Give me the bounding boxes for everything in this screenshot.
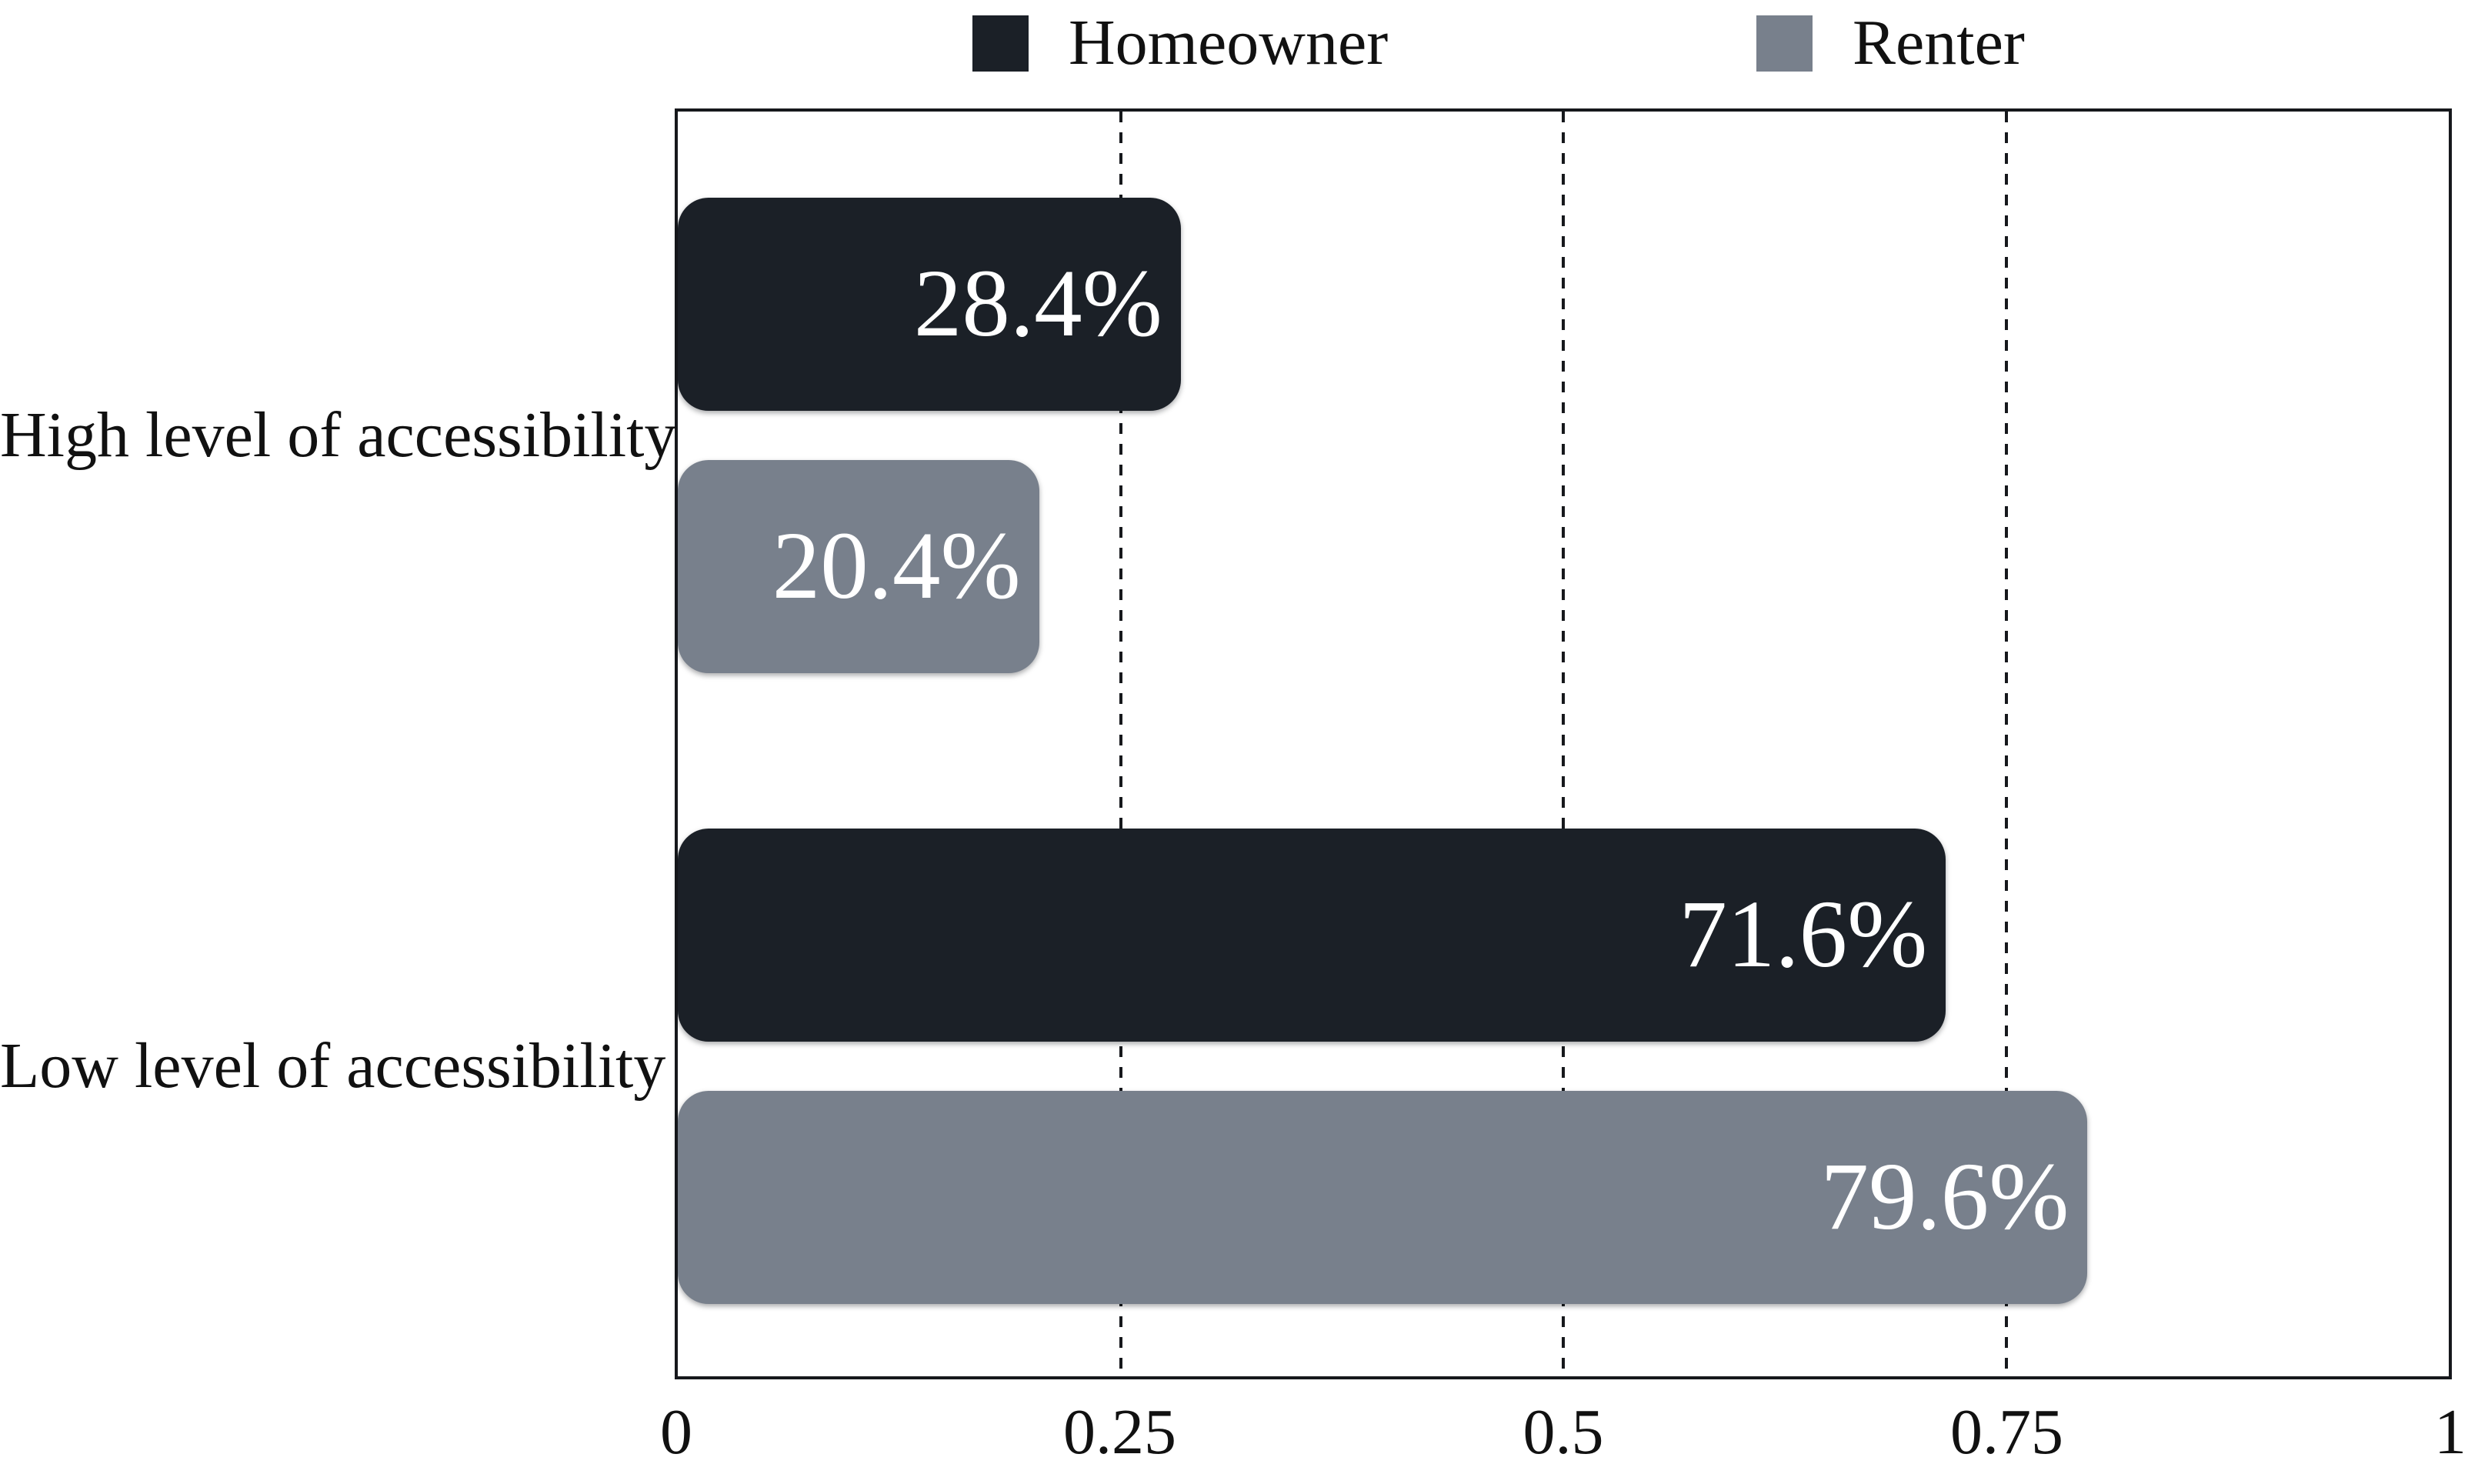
plot-area: 28.4% 20.4% 71.6% 79.6% xyxy=(675,108,2452,1379)
category-label-high: High level of accessibility xyxy=(0,399,677,471)
x-tick-label-0.75: 0.75 xyxy=(1950,1396,2063,1468)
category-label-low: Low level of accessibility xyxy=(0,1030,666,1102)
bar-renter-low-accessibility: 79.6% xyxy=(678,1091,2088,1304)
gridline-0.5 xyxy=(1562,112,1565,1376)
legend-label-renter: Renter xyxy=(1853,7,2025,78)
legend-item-renter: Renter xyxy=(1756,11,2025,75)
x-tick-label-0.5: 0.5 xyxy=(1522,1396,1604,1468)
bar-value-label: 79.6% xyxy=(1820,1144,2069,1250)
bar-value-label: 20.4% xyxy=(772,513,1021,619)
bar-value-label: 28.4% xyxy=(913,251,1162,357)
bar-renter-high-accessibility: 20.4% xyxy=(678,460,1039,673)
legend-item-homeowner: Homeowner xyxy=(972,11,1388,75)
x-tick-label-0: 0 xyxy=(660,1396,692,1468)
gridline-0.25 xyxy=(1119,112,1122,1376)
legend-swatch-homeowner xyxy=(972,15,1029,72)
bar-homeowner-low-accessibility: 71.6% xyxy=(678,829,1946,1042)
legend-label-homeowner: Homeowner xyxy=(1069,7,1389,78)
bar-value-label: 71.6% xyxy=(1679,882,1928,988)
x-tick-label-1: 1 xyxy=(2434,1396,2466,1468)
bar-homeowner-high-accessibility: 28.4% xyxy=(678,198,1181,411)
x-tick-label-0.25: 0.25 xyxy=(1063,1396,1176,1468)
legend-swatch-renter xyxy=(1756,15,1813,72)
gridline-0.75 xyxy=(2004,112,2008,1376)
